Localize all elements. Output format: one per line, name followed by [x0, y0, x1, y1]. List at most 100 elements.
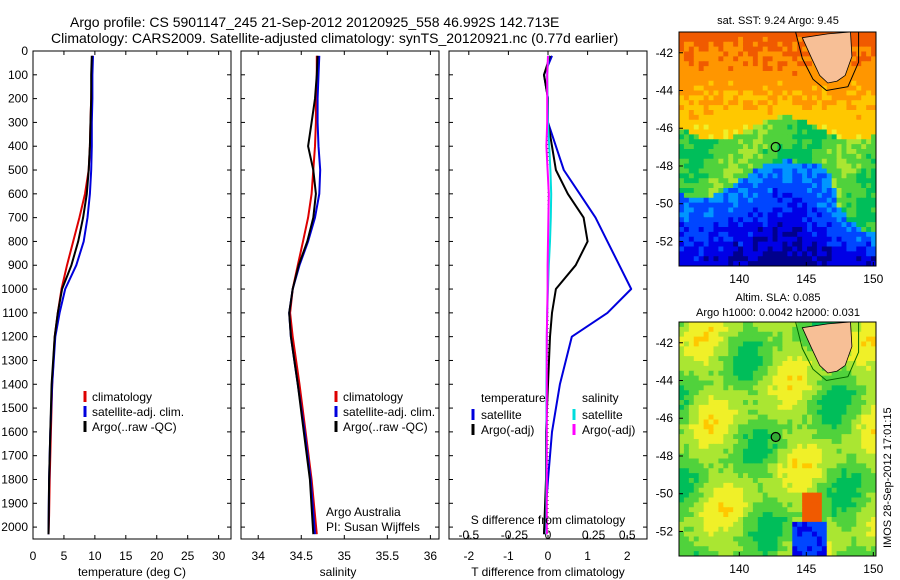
map-cell — [688, 468, 695, 474]
map-cell — [693, 365, 700, 372]
map-cell — [802, 256, 808, 262]
map-cell — [683, 331, 690, 338]
map-cell — [866, 246, 872, 252]
map-cell — [826, 202, 833, 209]
map-cell — [762, 409, 769, 416]
map-cell — [871, 507, 876, 513]
map-cell — [723, 409, 729, 416]
map-cell — [807, 61, 813, 67]
map-cell — [777, 365, 784, 372]
map-cell — [782, 361, 788, 367]
map-cell — [738, 197, 744, 204]
map-cell — [866, 261, 872, 266]
map-cell — [757, 551, 764, 556]
map-cell — [802, 346, 808, 352]
map-cell — [782, 56, 788, 62]
map-cell — [708, 212, 715, 218]
map-cell — [698, 100, 705, 106]
x-tick-label: -2 — [463, 549, 474, 563]
map-cell — [708, 434, 715, 440]
map-cell — [856, 241, 862, 248]
map-cell — [871, 192, 876, 199]
map-cell — [757, 202, 764, 209]
map-cell — [871, 114, 876, 121]
map-cell — [797, 71, 803, 77]
map-cell — [816, 536, 823, 542]
map-cell — [866, 197, 872, 204]
map-cell — [846, 100, 852, 106]
map-cell — [866, 124, 872, 131]
map-cell — [708, 517, 715, 523]
map-cell — [713, 85, 719, 92]
map-cell — [866, 439, 872, 445]
map-cell — [693, 380, 700, 386]
map-cell — [836, 492, 843, 499]
map-cell — [871, 346, 876, 352]
depth-tick-label: 2000 — [1, 520, 28, 534]
map-cell — [861, 246, 867, 252]
map-cell — [713, 356, 719, 362]
map-cell — [811, 468, 818, 474]
map-cell — [856, 473, 862, 479]
map-cell — [816, 261, 823, 266]
map-cell — [846, 429, 852, 435]
map-cell — [762, 385, 769, 391]
map-cell — [782, 517, 788, 523]
map-cell — [713, 385, 719, 391]
map-cell — [772, 207, 779, 213]
map-cell — [851, 385, 857, 391]
map-cell — [743, 482, 749, 489]
map-cell — [866, 448, 872, 455]
map-cell — [693, 192, 700, 199]
map-cell — [718, 443, 724, 450]
map-cell — [797, 395, 803, 401]
map-cell — [733, 424, 739, 430]
map-cell — [703, 439, 710, 445]
map-cell — [856, 448, 862, 455]
map-cell — [856, 153, 862, 160]
map-cell — [767, 482, 774, 489]
map-cell — [698, 90, 705, 96]
map-cell — [703, 61, 710, 67]
map-cell — [703, 95, 710, 101]
map-cell — [738, 32, 744, 38]
map-cell — [718, 124, 724, 131]
map-cell — [792, 502, 798, 508]
map-cell — [728, 492, 734, 499]
map-cell — [787, 443, 793, 450]
map-cell — [871, 236, 876, 243]
map-cell — [807, 546, 813, 552]
map-cell — [688, 541, 695, 547]
map-cell — [782, 188, 788, 194]
map-cell — [866, 236, 872, 243]
map-cell — [871, 497, 876, 503]
map-cell — [787, 71, 793, 77]
map-cell — [841, 178, 848, 184]
map-cell — [693, 341, 700, 347]
map-cell — [856, 487, 862, 494]
map-cell — [762, 168, 769, 174]
map-cell — [738, 346, 744, 352]
map-cell — [679, 178, 685, 184]
map-cell — [841, 188, 848, 194]
map-cell — [856, 512, 862, 518]
map-cell — [757, 114, 764, 121]
map-cell — [811, 551, 818, 556]
map-cell — [856, 119, 862, 126]
map-cell — [767, 217, 774, 223]
map-cell — [797, 56, 803, 62]
map-cell — [757, 56, 764, 62]
map-cell — [738, 409, 744, 416]
depth-tick-label: 200 — [8, 92, 28, 106]
map-cell — [752, 119, 759, 126]
map-cell — [866, 149, 872, 155]
map-cell — [836, 163, 843, 170]
map-cell — [708, 453, 715, 460]
map-cell — [703, 541, 710, 547]
map-cell — [826, 487, 833, 494]
map-cell — [772, 404, 779, 411]
map-cell — [683, 217, 690, 223]
map-cell — [752, 512, 759, 518]
map-cell — [856, 236, 862, 243]
map-cell — [807, 85, 813, 92]
